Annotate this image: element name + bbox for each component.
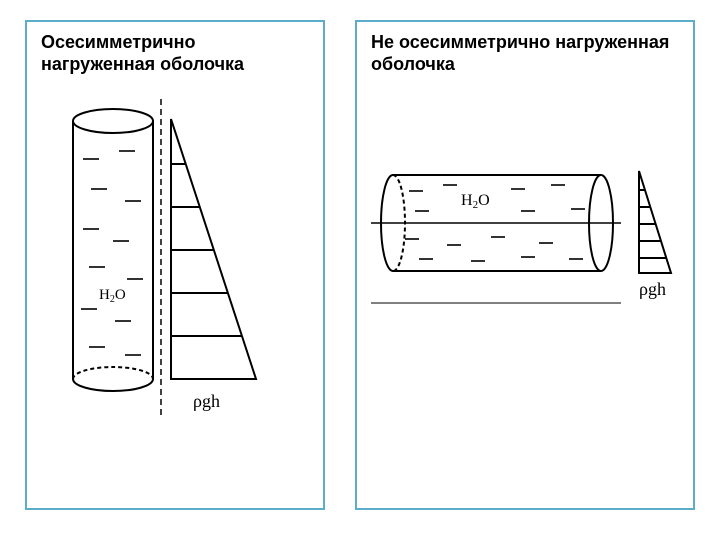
formula-right: ρgh xyxy=(639,279,666,299)
panel-axisymmetric: Осесимметрично нагруженная оболочка xyxy=(25,20,325,510)
panel-non-axisymmetric: Не осесимметрично нагруженная оболочка xyxy=(355,20,695,510)
fluid-label-right: H2O xyxy=(461,192,490,211)
diagram-non-axisymmetric: H2O ρgh xyxy=(371,145,679,475)
panel-title-left: Осесимметрично нагруженная оболочка xyxy=(41,32,309,75)
panel-title-right: Не осесимметрично нагруженная оболочка xyxy=(371,32,679,75)
fluid-label-left: H2O xyxy=(99,287,126,305)
formula-left: ρgh xyxy=(193,391,220,411)
diagram-axisymmetric: H2O ρgh xyxy=(41,89,309,489)
